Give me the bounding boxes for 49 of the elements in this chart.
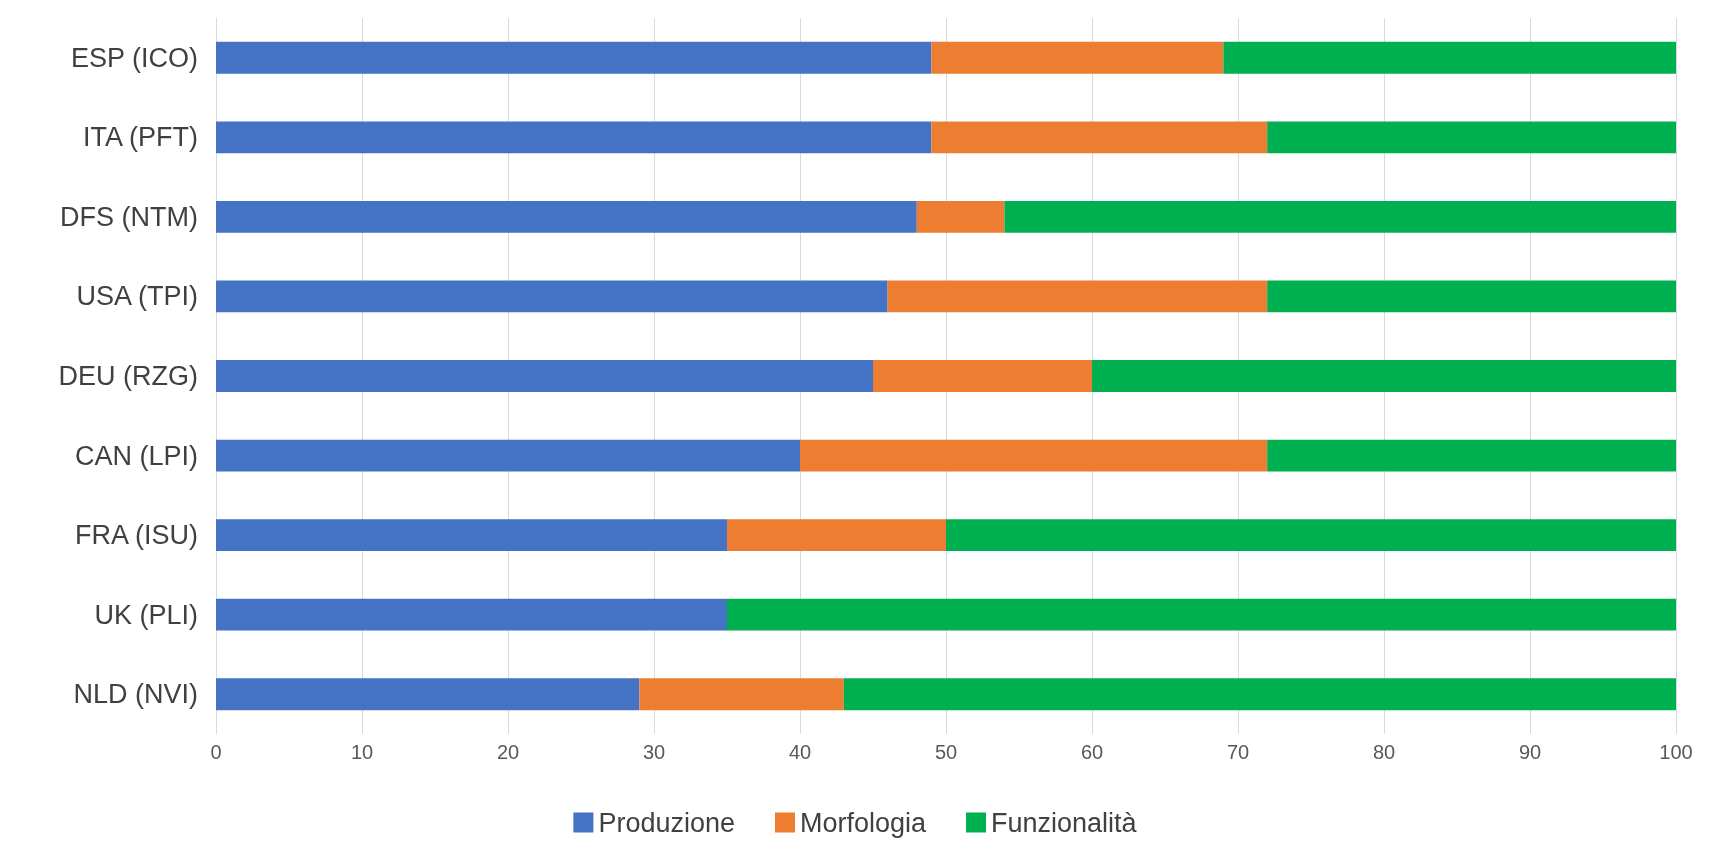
bar [216, 519, 727, 552]
y-tick-label: FRA (ISU) [74, 520, 198, 551]
bar [887, 280, 1268, 313]
bar [216, 439, 800, 472]
y-tick-label: USA (TPI) [76, 281, 198, 312]
bar [727, 598, 1676, 631]
y-tick-label: ITA (PFT) [83, 122, 198, 153]
bar [216, 41, 932, 74]
legend-label: Produzione [598, 807, 735, 838]
x-tick-label: 30 [642, 741, 666, 763]
bar [1223, 41, 1676, 74]
legend-label: Funzionalità [991, 807, 1138, 838]
bar [216, 678, 640, 711]
x-tick-label: 10 [350, 741, 374, 763]
bar [1092, 360, 1676, 392]
bar [1267, 439, 1676, 472]
bar [1267, 121, 1676, 154]
bar [1267, 280, 1676, 313]
x-tick-label: 90 [1518, 741, 1542, 763]
bar [1004, 200, 1676, 233]
legend-label: Morfologia [799, 807, 928, 838]
x-tick-label: 80 [1372, 741, 1396, 763]
bar [727, 519, 946, 552]
bar [216, 200, 917, 233]
y-tick-label: ESP (ICO) [70, 42, 198, 73]
bar [800, 439, 1268, 472]
x-tick-label: 40 [788, 741, 812, 763]
x-tick-label: 60 [1080, 741, 1104, 763]
bar [931, 41, 1224, 74]
x-tick-label: 20 [496, 741, 520, 763]
x-tick-label: 0 [210, 741, 222, 763]
y-tick-label: NLD (NVI) [73, 679, 198, 710]
y-tick-label: CAN (LPI) [74, 440, 198, 471]
y-tick-label: UK (PLI) [94, 599, 198, 630]
bar [873, 360, 1092, 392]
bar [639, 678, 844, 711]
y-tick-label: DEU (RZG) [58, 361, 198, 391]
x-tick-label: 50 [934, 741, 958, 763]
bar [216, 360, 873, 392]
y-tick-label: DFS (NTM) [60, 201, 198, 232]
x-tick-label: 100 [1659, 741, 1693, 763]
x-tick-label: 70 [1226, 741, 1250, 763]
bar [216, 280, 888, 313]
bar [843, 678, 1676, 711]
bar [916, 200, 1005, 233]
bar [946, 519, 1676, 552]
bar [216, 121, 932, 154]
bar [931, 121, 1268, 154]
bar [216, 598, 727, 631]
